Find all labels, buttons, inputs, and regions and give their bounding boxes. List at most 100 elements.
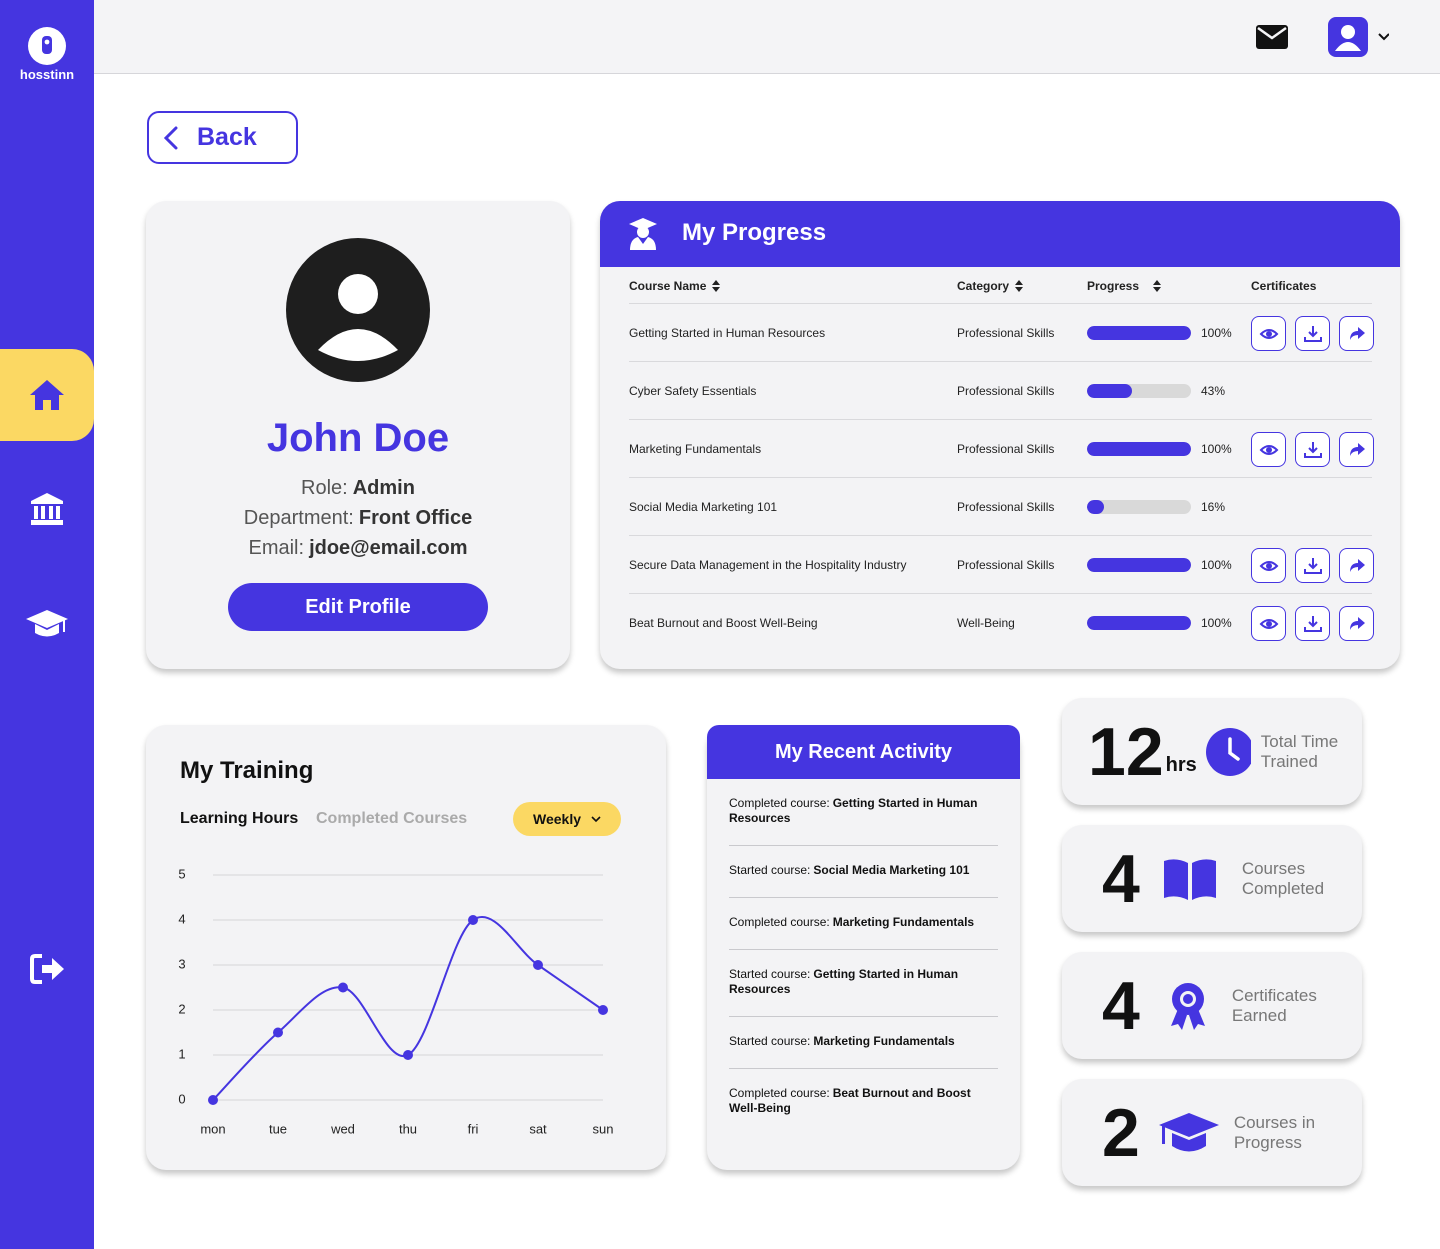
profile-field: Department: Front Office: [146, 507, 570, 530]
activity-action: Started course:: [729, 1034, 811, 1048]
book-icon: [1163, 858, 1216, 900]
view-certificate[interactable]: [1251, 606, 1286, 641]
activity-action: Completed course:: [729, 915, 830, 929]
column-label: Course Name: [629, 279, 707, 293]
share-certificate[interactable]: [1339, 432, 1374, 467]
progress-header: My Progress: [600, 201, 1400, 267]
field-label: Department:: [243, 507, 354, 529]
stat-value: 2: [1102, 1094, 1140, 1171]
nav-courses[interactable]: [25, 608, 69, 640]
progress-track: [1087, 616, 1191, 630]
progress-track: [1087, 442, 1191, 456]
activity-course: Marketing Fundamentals: [813, 1034, 955, 1048]
progress-row: Marketing Fundamentals Professional Skill…: [629, 419, 1374, 477]
activity-course: Getting Started in Human Resources: [729, 796, 978, 825]
edit-profile-button[interactable]: Edit Profile: [228, 583, 488, 631]
course-name: Getting Started in Human Resources: [629, 326, 826, 340]
course-category: Professional Skills: [957, 500, 1055, 514]
progress-row: Cyber Safety Essentials Professional Skil…: [629, 361, 1372, 419]
share-certificate[interactable]: [1339, 606, 1374, 641]
x-tick-label: wed: [330, 1121, 355, 1136]
nav-home[interactable]: [0, 349, 94, 441]
activity-item: Started course: Marketing Fundamentals: [729, 1017, 998, 1069]
data-point: [598, 1005, 608, 1015]
view-certificate[interactable]: [1251, 316, 1286, 351]
icon: [1259, 560, 1278, 571]
progress-bar: [1087, 616, 1191, 630]
column-header[interactable]: Course Name: [629, 279, 721, 293]
column-label: Category: [957, 279, 1010, 293]
course-category: Professional Skills: [957, 384, 1055, 398]
cap-icon: [1158, 1112, 1219, 1151]
profile-field: Email: jdoe@email.com: [146, 537, 570, 560]
line-chart: 0 1 2 3 4 5 mon tue wed thu fri sat sun: [178, 866, 614, 1136]
brand: hosstinn: [19, 67, 75, 82]
progress-row: Secure Data Management in the Hospitalit…: [629, 535, 1374, 593]
tab[interactable]: Completed Courses: [316, 810, 468, 827]
x-tick-label: sun: [593, 1121, 614, 1136]
stat-card: 4 Certificates Earned: [1062, 952, 1362, 1059]
progress-row: Social Media Marketing 101 Professional S…: [629, 477, 1372, 535]
field-label: Email:: [248, 537, 305, 559]
data-point: [338, 982, 348, 993]
icon: [1303, 441, 1322, 458]
download-certificate[interactable]: [1295, 606, 1330, 641]
activity-course: Beat Burnout and Boost Well-Being: [729, 1086, 971, 1115]
course-name: Social Media Marketing 101: [629, 500, 778, 514]
download-certificate[interactable]: [1295, 316, 1330, 351]
activity-course: Social Media Marketing 101: [813, 863, 970, 877]
icon: [1303, 325, 1322, 342]
column-header[interactable]: Progress: [1087, 279, 1162, 293]
stat-card: 4 Courses Completed: [1062, 825, 1362, 932]
activity-course: Marketing Fundamentals: [832, 915, 975, 929]
period-label: Weekly: [533, 811, 581, 827]
x-tick-label: thu: [399, 1121, 417, 1136]
clock-icon: [1205, 727, 1251, 776]
activity-action: Started course:: [729, 863, 811, 877]
logo-icon: [28, 27, 66, 65]
training-title: My Training: [180, 757, 314, 784]
view-certificate[interactable]: [1251, 548, 1286, 583]
tab-active[interactable]: Learning Hours: [180, 810, 299, 827]
share-certificate[interactable]: [1339, 548, 1374, 583]
activity-item: Completed course: Beat Burnout and Boost …: [729, 1069, 998, 1135]
award-icon: [1170, 982, 1205, 1030]
column-header: Certificates: [1251, 279, 1316, 293]
download-certificate[interactable]: [1295, 548, 1330, 583]
download-certificate[interactable]: [1295, 432, 1330, 467]
course-category: Professional Skills: [957, 442, 1055, 456]
course-category: Professional Skills: [957, 326, 1055, 340]
nav-institution[interactable]: [30, 492, 64, 526]
column-header[interactable]: Category: [957, 279, 1024, 293]
back-label: Back: [197, 123, 257, 151]
icon: [1349, 558, 1365, 572]
data-point: [208, 1095, 218, 1105]
stat-card: 2 Courses in Progress: [1062, 1079, 1362, 1186]
progress-bar: [1087, 384, 1132, 398]
activity-action: Completed course:: [729, 796, 830, 810]
back-button[interactable]: Back: [147, 111, 298, 164]
back-arrow: [163, 126, 178, 150]
icon: [1349, 442, 1365, 456]
share-certificate[interactable]: [1339, 316, 1374, 351]
icon: [1259, 618, 1278, 629]
field-label: Role:: [301, 477, 348, 499]
icon: [1349, 326, 1365, 340]
course-category: Professional Skills: [957, 558, 1055, 572]
activity-action: Completed course:: [729, 1086, 830, 1100]
icon: [1349, 616, 1365, 630]
mail-icon[interactable]: [1255, 24, 1289, 50]
column-label: Progress: [1087, 279, 1140, 293]
data-point: [533, 960, 543, 970]
icon: [1303, 615, 1322, 632]
nav-logout[interactable]: [30, 953, 66, 985]
progress-bar: [1087, 442, 1191, 456]
user-menu[interactable]: [1327, 17, 1389, 57]
sort-icon: [712, 280, 721, 292]
activity-title: My Recent Activity: [774, 740, 953, 763]
view-certificate[interactable]: [1251, 432, 1286, 467]
y-tick-label: 3: [178, 956, 185, 971]
period-select[interactable]: Weekly: [513, 802, 621, 836]
training-card: My Training Learning Hours Completed Cou…: [146, 725, 666, 1170]
icon: [1259, 328, 1278, 339]
